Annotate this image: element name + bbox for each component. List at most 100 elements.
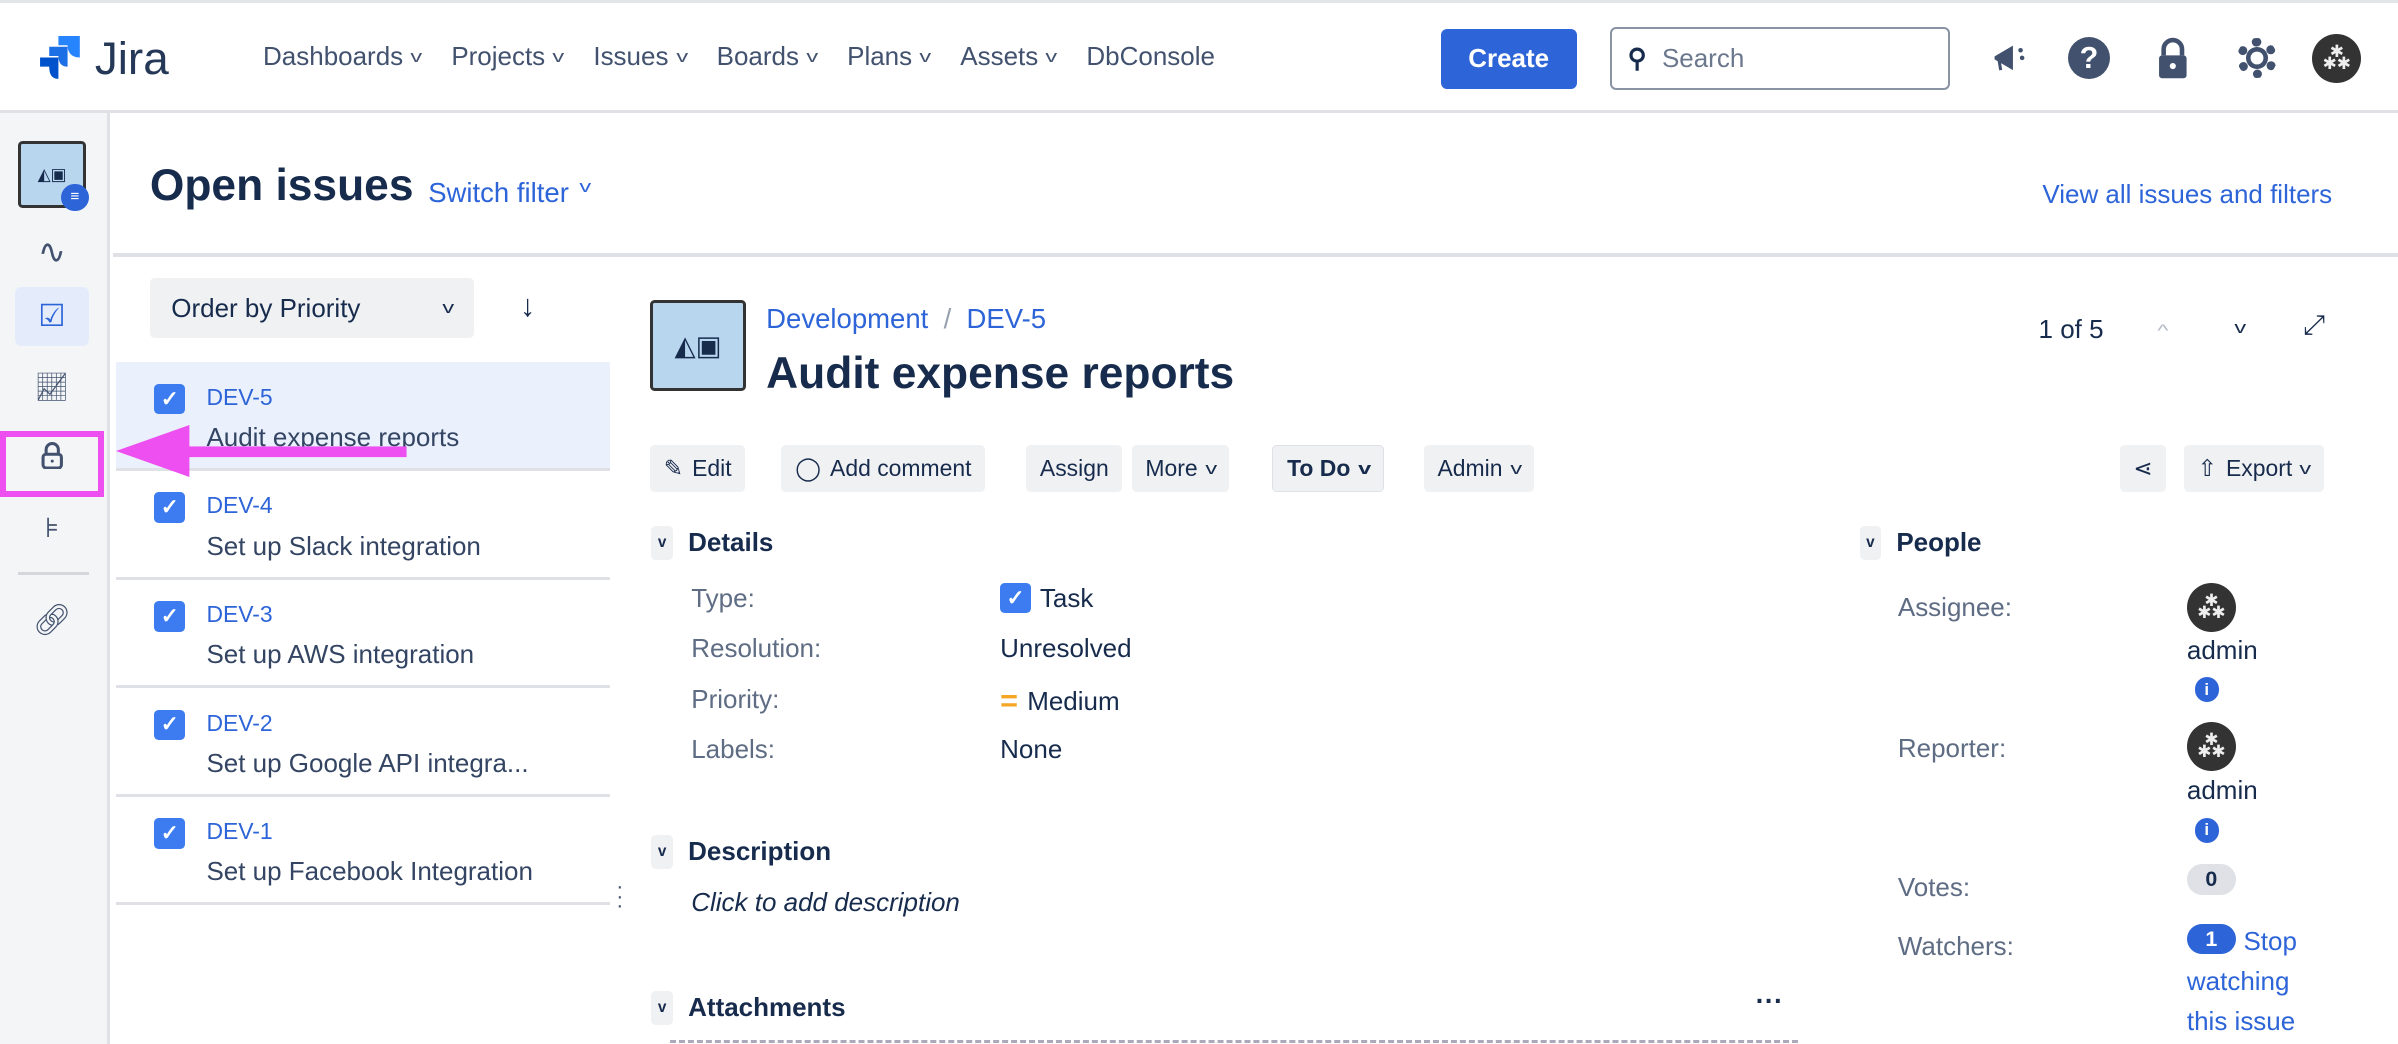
task-icon: ✓ xyxy=(1000,582,1031,614)
search-input[interactable]: ⚲ Search xyxy=(1610,27,1950,91)
lock-icon[interactable] xyxy=(2149,34,2198,83)
issue-key: DEV-5 xyxy=(206,383,273,410)
nav-item-boards[interactable]: Boards v xyxy=(716,41,819,72)
info-icon[interactable]: i xyxy=(2194,818,2219,843)
more-button[interactable]: More v xyxy=(1131,445,1229,493)
issue-list-item[interactable]: ✓ DEV-4 Set up Slack integration xyxy=(116,471,611,580)
expand-icon[interactable]: ⤢ xyxy=(2303,308,2326,340)
people-section-toggle[interactable]: v People xyxy=(1859,526,1982,560)
chevron-down-icon: v xyxy=(806,46,819,66)
export-icon: ⇧ xyxy=(2197,455,2217,482)
nav-item-dashboards[interactable]: Dashboards v xyxy=(263,41,423,72)
breadcrumb-project[interactable]: Development xyxy=(766,302,929,334)
description-section-toggle[interactable]: v Description xyxy=(651,834,831,869)
issues-icon[interactable]: ☑ xyxy=(15,287,89,346)
reporter-avatar: ✱ ✱✱ xyxy=(2186,721,2236,771)
nav-item-label: Dashboards xyxy=(263,41,404,72)
breadcrumb: Development / DEV-5 xyxy=(766,302,1047,334)
avatar[interactable]: ✱ ✱✱ xyxy=(2312,33,2362,83)
chevron-down-icon: v xyxy=(410,46,423,66)
nav-item-label: DbConsole xyxy=(1086,41,1215,72)
chevron-down-icon: v xyxy=(1205,458,1217,478)
field-value-text: Task xyxy=(1039,582,1094,613)
add-comment-button[interactable]: ◯ Add comment xyxy=(781,445,986,493)
resize-handle[interactable]: · · · xyxy=(616,874,624,917)
nav-item-issues[interactable]: Issues v xyxy=(593,41,687,72)
more-options-icon[interactable]: ··· xyxy=(1755,984,1784,1016)
field-label: Type: xyxy=(691,582,755,613)
nav-item-label: Assets xyxy=(960,41,1039,72)
breadcrumb-issue-key[interactable]: DEV-5 xyxy=(966,302,1047,334)
switch-filter-label: Switch filter xyxy=(428,177,569,209)
nav-item-assets[interactable]: Assets v xyxy=(960,41,1057,72)
reports-icon[interactable]: 📈︎ xyxy=(34,371,70,403)
attachment-dropzone[interactable] xyxy=(669,1039,1799,1043)
add-comment-label: Add comment xyxy=(830,455,972,482)
chevron-down-icon: v xyxy=(919,46,932,66)
gear-icon[interactable] xyxy=(2233,34,2282,83)
link-icon[interactable]: 🔗︎ xyxy=(32,603,72,638)
task-type-icon: ✓ xyxy=(154,709,186,741)
details-section-toggle[interactable]: v Details xyxy=(651,526,773,560)
issue-key: DEV-4 xyxy=(206,492,273,519)
nav-item-dbconsole[interactable]: DbConsole xyxy=(1086,41,1215,72)
order-label: Order by Priority xyxy=(171,292,361,323)
order-by-dropdown[interactable]: Order by Priority v xyxy=(149,278,475,338)
admin-label: Admin xyxy=(1437,455,1503,482)
comment-icon: ◯ xyxy=(795,455,821,482)
issue-key: DEV-2 xyxy=(206,709,273,736)
megaphone-icon[interactable] xyxy=(1985,34,2034,83)
edit-button[interactable]: ✎ Edit xyxy=(649,445,746,493)
next-issue-icon[interactable]: v xyxy=(2234,318,2246,338)
issue-title: Audit expense reports xyxy=(766,348,1235,398)
issue-list-item[interactable]: ✓ DEV-1 Set up Facebook Integration xyxy=(116,797,611,906)
field-label: Labels: xyxy=(691,734,776,765)
info-icon[interactable]: i xyxy=(2194,677,2219,702)
reporter-name[interactable]: admin xyxy=(2186,775,2258,806)
status-dropdown[interactable]: To Do v xyxy=(1272,445,1384,493)
chevron-down-icon: v xyxy=(1859,526,1882,560)
main-nav: Dashboards v Projects v Issues v Boards v Plans v… xyxy=(263,41,1239,72)
nav-item-label: Boards xyxy=(716,41,799,72)
jira-logo[interactable]: Jira xyxy=(37,31,169,85)
nav-item-label: Projects xyxy=(451,41,546,72)
assign-button[interactable]: Assign xyxy=(1026,445,1123,493)
field-value: = Medium xyxy=(1000,684,1119,719)
issue-list-item[interactable]: ✓ DEV-3 Set up AWS integration xyxy=(116,580,611,689)
view-all-issues-link[interactable]: View all issues and filters xyxy=(2042,178,2333,209)
field-value-text: None xyxy=(1000,734,1063,765)
watchers-label: Watchers: xyxy=(1897,931,2014,962)
search-icon: ⚲ xyxy=(1627,43,1647,74)
export-dropdown[interactable]: ⇧ Export v xyxy=(2183,445,2324,493)
lock-icon[interactable] xyxy=(15,427,88,485)
watchers-badge[interactable]: 1 xyxy=(2186,923,2236,955)
switch-filter-button[interactable]: Switch filter v xyxy=(428,177,591,209)
activity-icon[interactable]: ∿ xyxy=(37,234,67,272)
previous-issue-icon[interactable]: ^ xyxy=(2157,321,2169,341)
highlight-box xyxy=(0,431,104,497)
hierarchy-icon[interactable]: ⊧ xyxy=(44,511,60,543)
assignee-name[interactable]: admin xyxy=(2186,634,2258,665)
votes-badge[interactable]: 0 xyxy=(2186,864,2236,895)
more-label: More xyxy=(1145,455,1198,482)
stop-watching-link[interactable]: Stop watching this issue xyxy=(2186,926,2297,1036)
field-label: Priority: xyxy=(691,683,780,714)
nav-item-plans[interactable]: Plans v xyxy=(847,41,932,72)
app-name: Jira xyxy=(94,31,169,84)
assignee-avatar: ✱ ✱✱ xyxy=(2186,582,2236,632)
help-icon[interactable]: ? xyxy=(2065,34,2114,83)
description-field[interactable]: Click to add description xyxy=(691,886,960,917)
attachments-section-toggle[interactable]: v Attachments xyxy=(651,990,846,1025)
nav-item-projects[interactable]: Projects v xyxy=(451,41,564,72)
task-type-icon: ✓ xyxy=(154,601,186,632)
list-badge-icon: ≡ xyxy=(61,183,89,212)
share-button[interactable]: ⋖ xyxy=(2119,445,2167,493)
sort-direction-arrow-icon[interactable]: ↓ xyxy=(519,289,536,324)
project-avatar[interactable]: ◭▣ xyxy=(649,299,747,392)
page-title: Open issues xyxy=(149,160,414,210)
admin-dropdown[interactable]: Admin v xyxy=(1423,445,1534,493)
issue-list-item[interactable]: ✓ DEV-2 Set up Google API integra... xyxy=(116,688,611,797)
create-button[interactable]: Create xyxy=(1440,28,1577,89)
top-navigation: Jira Dashboards v Projects v Issues v Boards v P… xyxy=(0,0,2398,114)
priority-medium-icon: = xyxy=(1000,683,1019,718)
